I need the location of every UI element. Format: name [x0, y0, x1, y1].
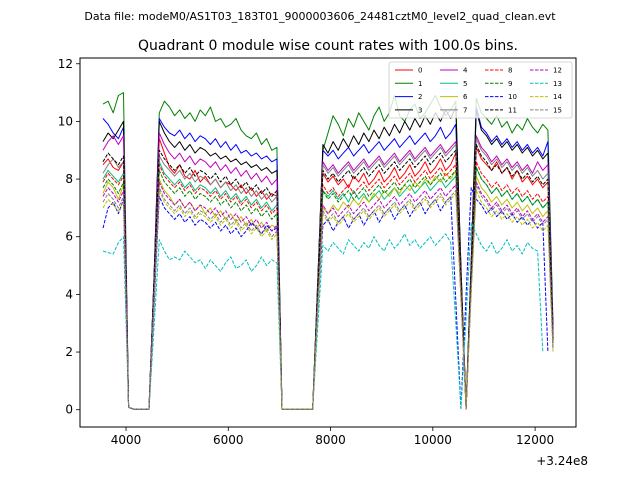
series-line-10	[102, 187, 549, 410]
y-tick-label: 10	[58, 114, 73, 128]
legend-label: 0	[418, 67, 422, 75]
legend-label: 4	[463, 67, 468, 75]
y-tick-label: 0	[65, 403, 73, 417]
x-tick-label: 10000	[414, 433, 452, 447]
series-line-14	[102, 190, 554, 410]
legend-box	[388, 61, 573, 119]
series-line-13	[102, 221, 544, 410]
legend-label: 14	[553, 93, 562, 101]
series-line-12	[102, 181, 554, 410]
series-line-5	[102, 161, 554, 410]
legend-label: 9	[508, 80, 512, 88]
y-tick-label: 8	[65, 172, 73, 186]
x-tick-label: 4000	[111, 433, 142, 447]
y-tick-label: 2	[65, 345, 73, 359]
series-line-9	[102, 167, 554, 410]
data-file-suptitle: Data file: modeM0/AS1T03_183T01_90000036…	[84, 10, 556, 23]
x-tick-label: 12000	[516, 433, 554, 447]
series-line-0	[102, 138, 554, 410]
plot-area	[102, 92, 554, 410]
x-tick-label: 6000	[213, 433, 244, 447]
y-tick-label: 6	[65, 230, 73, 244]
legend-label: 10	[508, 93, 517, 101]
legend-label: 3	[418, 106, 422, 114]
chart-title: Quadrant 0 module wise count rates with …	[138, 38, 518, 54]
y-tick-label: 12	[58, 57, 73, 71]
series-line-8	[102, 161, 554, 410]
series-line-7	[102, 138, 554, 410]
legend-label: 11	[508, 106, 517, 114]
axes-frame	[79, 57, 577, 428]
series-line-15	[102, 184, 554, 410]
legend-label: 12	[553, 67, 562, 75]
legend-label: 7	[463, 106, 467, 114]
legend-label: 2	[418, 93, 422, 101]
series-line-11	[102, 144, 554, 410]
legend-label: 5	[463, 80, 467, 88]
legend-label: 8	[508, 67, 512, 75]
legend-label: 1	[418, 80, 422, 88]
series-line-4	[102, 132, 554, 410]
x-axis-offset-label: +3.24e8	[536, 454, 588, 468]
legend-label: 13	[553, 80, 562, 88]
y-tick-label: 4	[65, 287, 73, 301]
legend-label: 15	[553, 106, 562, 114]
legend-label: 6	[463, 93, 468, 101]
x-tick-label: 8000	[315, 433, 346, 447]
